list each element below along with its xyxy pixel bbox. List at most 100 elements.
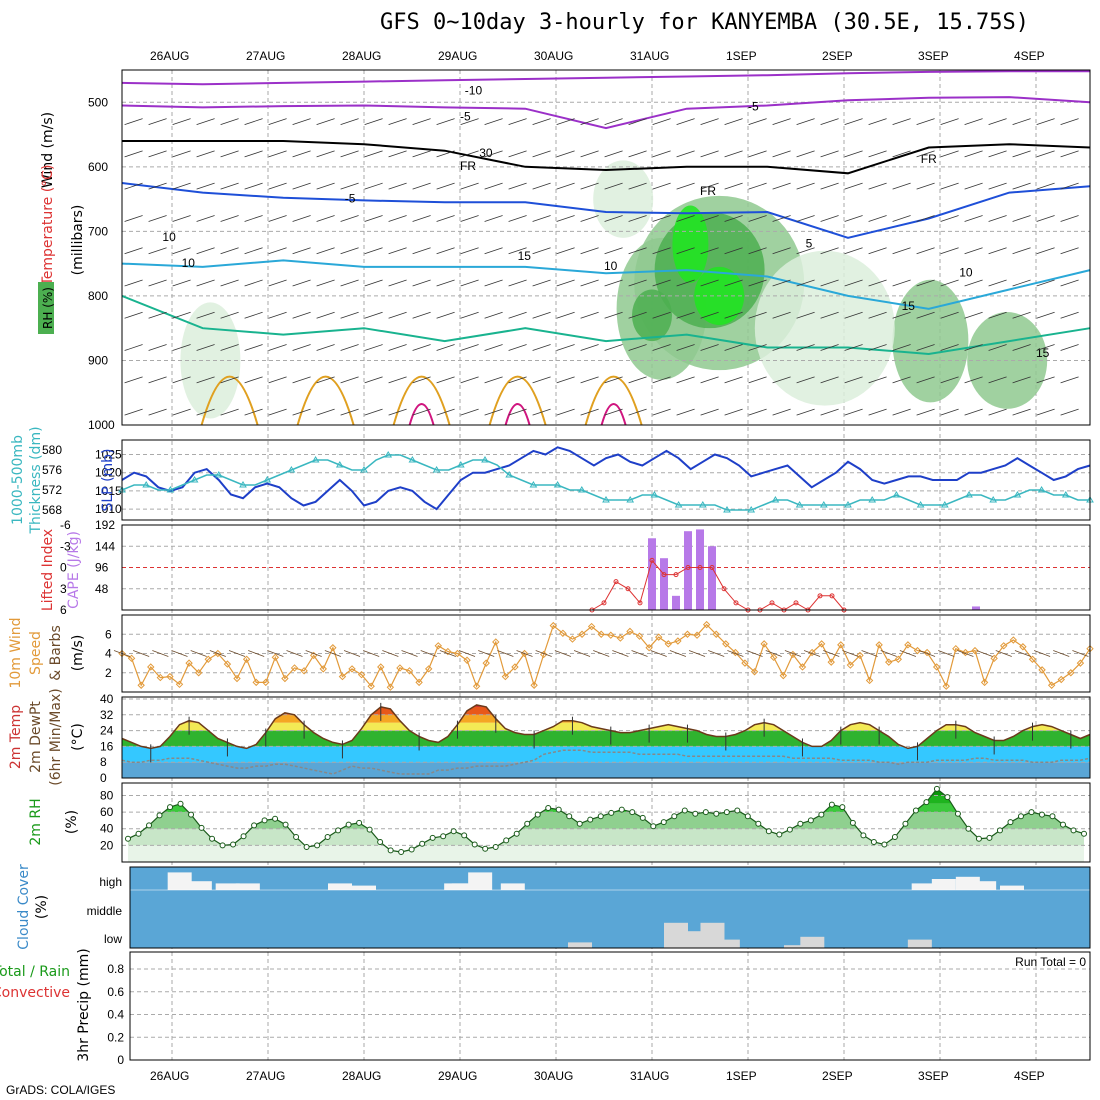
wind-barb: [532, 118, 551, 126]
wind-speed-point: [837, 641, 845, 649]
wind-barb: [484, 279, 503, 287]
wind-barb: [148, 344, 167, 351]
wind-speed-point: [674, 637, 682, 645]
wind-barb-10m: [267, 650, 284, 657]
wind-barb: [772, 182, 791, 190]
wind-speed-point: [798, 663, 807, 671]
rh-point: [944, 794, 951, 801]
date-label-bottom-26AUG: 26AUG: [150, 1069, 189, 1083]
wind-barb: [292, 118, 311, 126]
wind-barb: [292, 344, 311, 351]
wind-barb: [820, 215, 839, 222]
wind-barb: [844, 150, 863, 158]
wind-barb-10m: [343, 650, 361, 657]
wind-speed-point: [578, 630, 586, 638]
wind-speed-point: [702, 620, 711, 629]
wind-barb: [460, 215, 479, 222]
wind-speed-point: [492, 638, 500, 646]
li-point: [697, 565, 703, 570]
wind-barb: [172, 344, 191, 351]
wind-barb: [868, 344, 887, 351]
wind-barb: [700, 215, 719, 222]
wind-barb: [484, 182, 503, 190]
rh-point: [692, 810, 699, 817]
thickness-tick-576: 576: [42, 463, 62, 477]
wind-barb: [364, 376, 383, 384]
wind-barb: [196, 182, 215, 190]
cloud-high-bar: [352, 885, 376, 890]
wind-barb: [124, 344, 143, 351]
rh-frame: [121, 782, 1091, 863]
date-label-bottom-28AUG: 28AUG: [342, 1069, 381, 1083]
cloud-high-bar: [911, 883, 936, 890]
thickness-marker: [311, 456, 320, 463]
rh-point: [734, 807, 741, 814]
wind-barb-10m: [439, 650, 457, 657]
wind-barb: [340, 150, 359, 158]
wind-barb-10m: [305, 650, 322, 657]
wind-barb: [916, 150, 935, 158]
rh-point: [303, 844, 310, 851]
wind-barb: [964, 344, 983, 351]
thickness-marker: [142, 481, 151, 488]
rh-point: [986, 834, 993, 841]
contour-label: -5: [345, 191, 356, 205]
wind-barb: [364, 118, 383, 126]
wind-speed-point: [1019, 643, 1027, 651]
li-point: [769, 600, 775, 606]
grads-credit: GrADS: COLA/IGES: [6, 1083, 116, 1097]
wind-barb-10m: [401, 650, 418, 657]
wind-barb: [1036, 118, 1055, 126]
wind-speed-point: [1000, 642, 1008, 650]
wind-speed-point: [482, 659, 490, 667]
wind-barb: [988, 344, 1007, 351]
rh-shading-blob: [593, 160, 654, 238]
rh-point: [965, 825, 972, 832]
li-point: [649, 557, 655, 563]
wind-barb: [268, 376, 287, 384]
wind-barb-10m: [784, 650, 802, 657]
rh-point: [324, 834, 331, 841]
wind-speed-point: [731, 648, 740, 657]
wind-speed-point: [779, 671, 788, 680]
wind-barb: [124, 118, 143, 126]
wind-barb: [892, 247, 911, 255]
wind-barb: [676, 279, 695, 287]
rh-point: [524, 820, 531, 827]
rh-point: [471, 841, 478, 848]
wind-speed-point: [904, 641, 912, 649]
thickness-marker: [723, 506, 731, 513]
wind-speed-point: [434, 642, 442, 650]
profile-frame: [121, 69, 1091, 426]
wind-barb: [484, 408, 503, 416]
wind-speed-point: [568, 635, 577, 643]
thickness-marker: [214, 471, 223, 478]
wind-barb: [316, 376, 335, 384]
wind-barb-10m: [669, 650, 687, 657]
rh-band: [128, 828, 1084, 846]
wind-barb: [772, 408, 791, 416]
wind-speed-point: [760, 640, 768, 648]
wind-speed-point: [980, 678, 989, 687]
wind-barb: [652, 408, 671, 416]
rh-point: [513, 830, 520, 837]
wind-speed-point: [338, 672, 347, 681]
wind-barb: [748, 247, 767, 255]
wind-barb: [460, 344, 479, 351]
wind-barb: [964, 215, 983, 222]
rh-point: [744, 813, 751, 820]
wind-barb-10m: [880, 650, 897, 657]
temp-band: [122, 730, 1090, 747]
wind-speed-point: [827, 658, 835, 666]
wind-barb: [244, 118, 263, 126]
wind-barb: [196, 279, 215, 287]
wind-barb: [268, 344, 287, 351]
contour-label: 10: [162, 230, 176, 244]
wind-barb: [964, 150, 983, 158]
wind-barb: [604, 182, 623, 190]
wind-barb: [700, 344, 719, 351]
rh-point: [440, 833, 447, 840]
wind-speed-point: [252, 678, 260, 687]
wind-barb: [316, 247, 335, 255]
wind-barb-10m: [746, 650, 763, 657]
